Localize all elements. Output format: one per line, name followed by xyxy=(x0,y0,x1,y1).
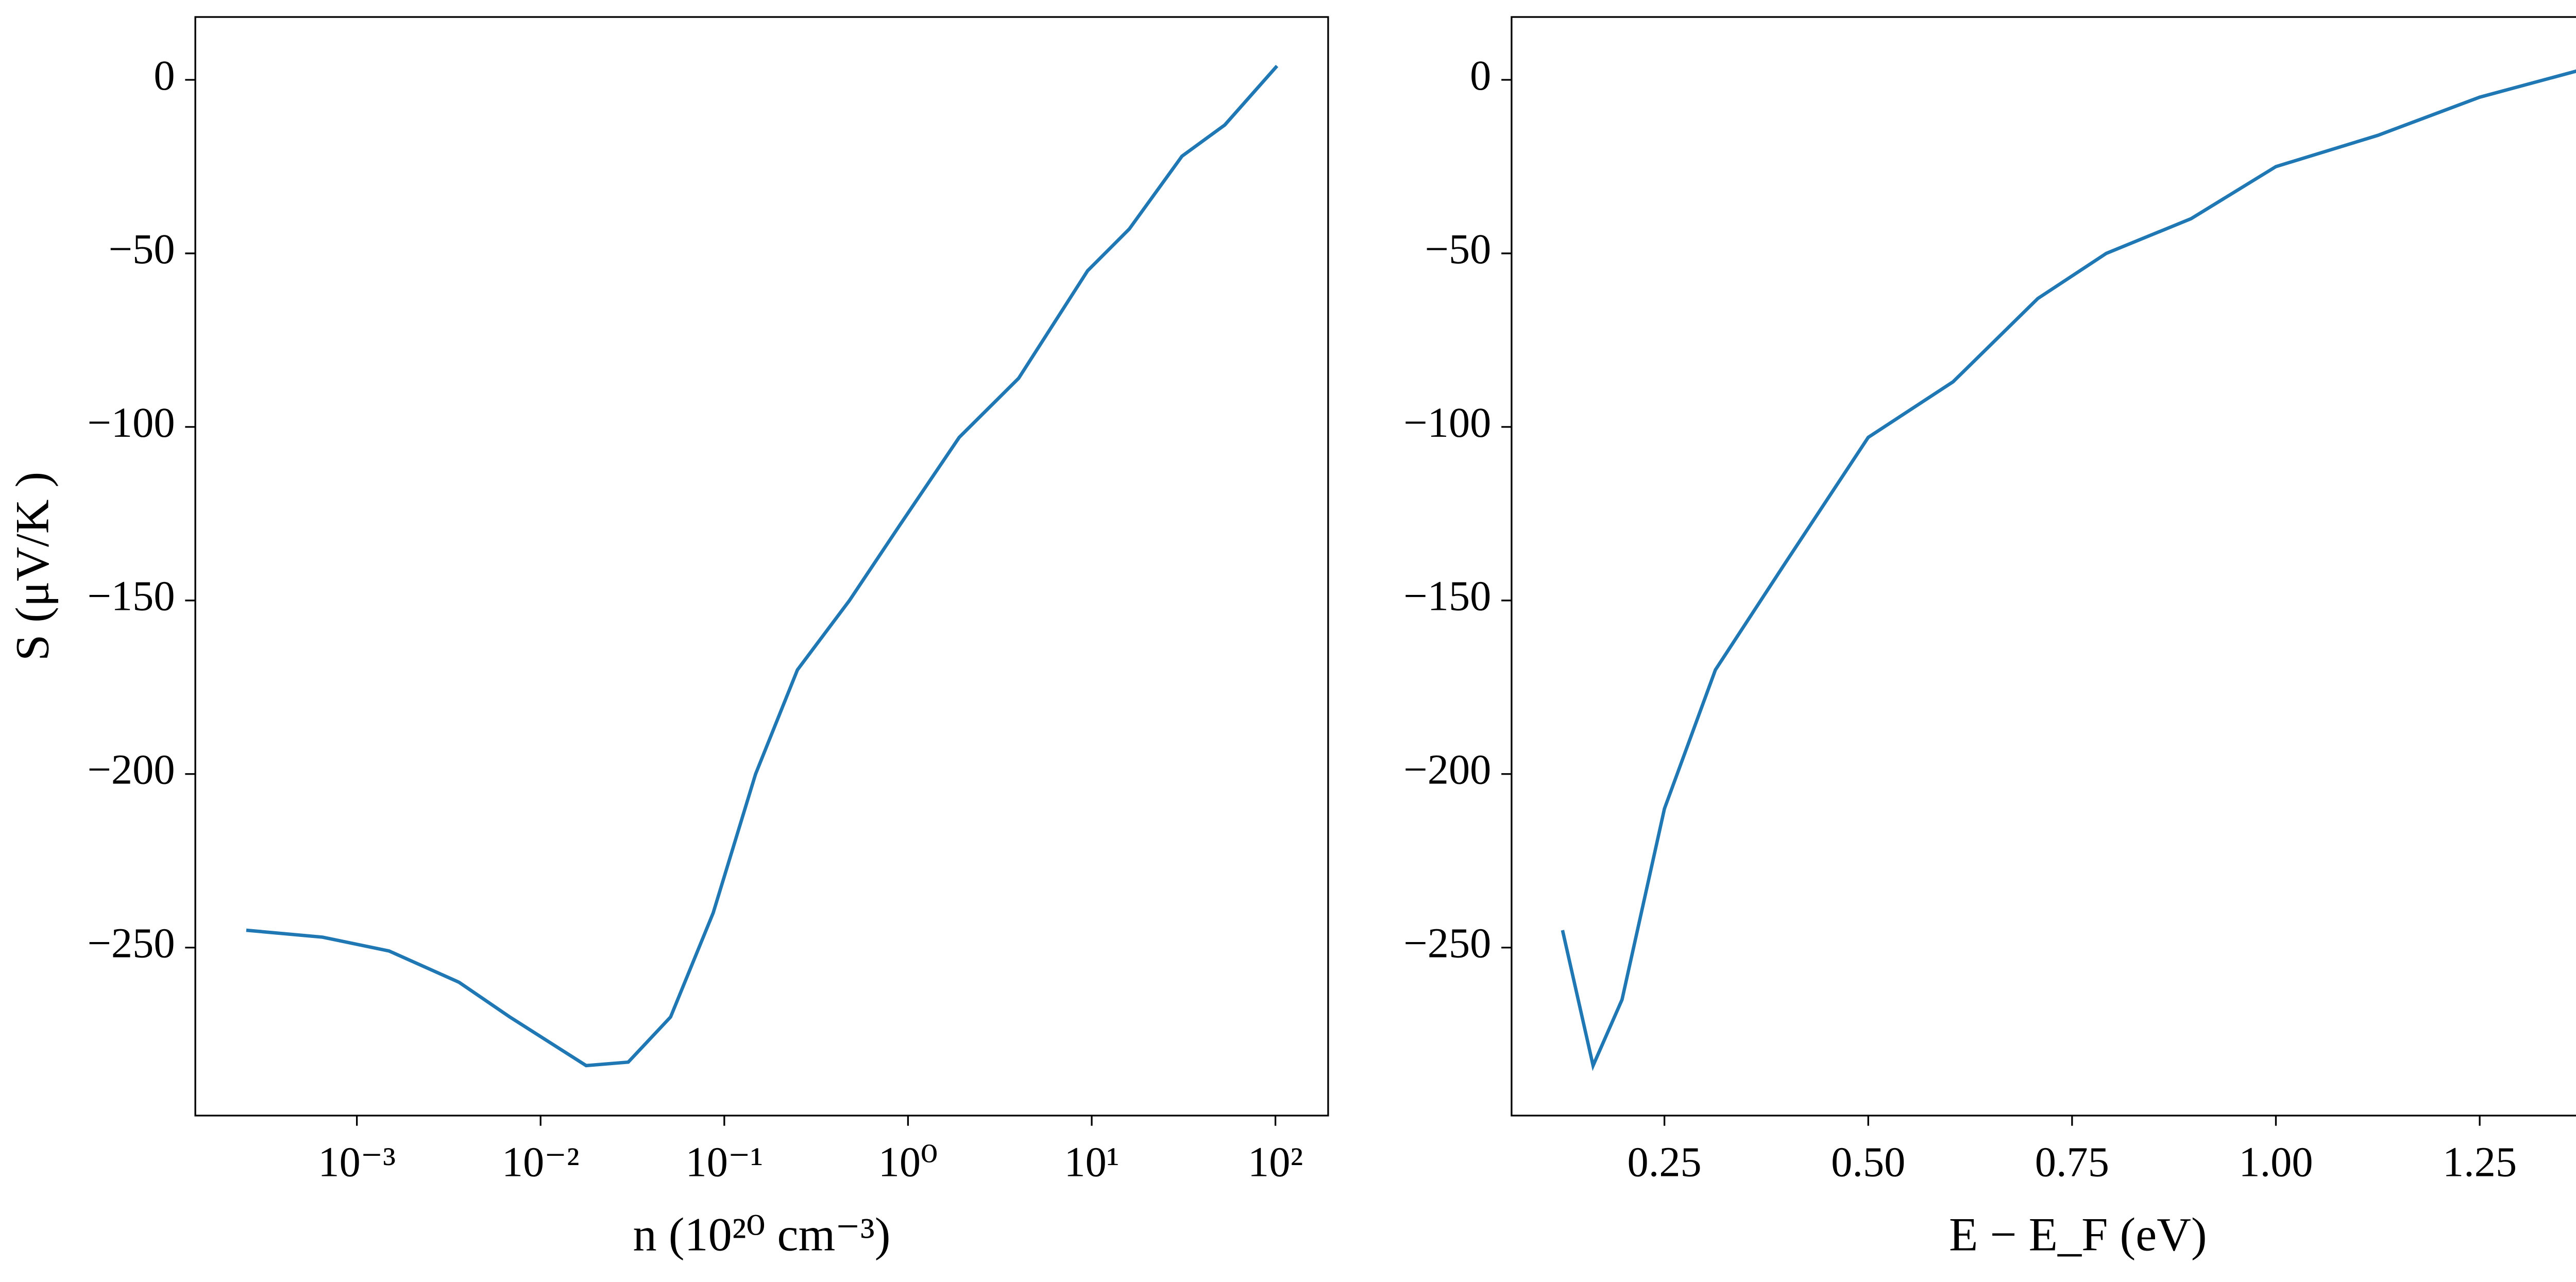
y-tick-label: −100 xyxy=(1403,399,1491,446)
x-tick-label: 0.75 xyxy=(2035,1139,2109,1186)
x-tick-label: 10⁰ xyxy=(878,1139,938,1186)
x-tick-label: 10⁻¹ xyxy=(686,1139,764,1186)
x-axis-label: E − E_F (eV) xyxy=(1949,1208,2207,1261)
x-tick-label: 10¹ xyxy=(1064,1139,1119,1186)
y-tick-label: −50 xyxy=(109,226,175,272)
x-tick-label: 1.00 xyxy=(2239,1139,2313,1186)
y-tick-label: −200 xyxy=(87,746,175,793)
data-line xyxy=(1561,69,2576,1071)
x-tick-label: 10⁻³ xyxy=(318,1139,396,1186)
y-axis-label: S (μV/K ) xyxy=(6,472,59,661)
y-tick-label: 0 xyxy=(154,52,175,99)
x-axis-label: n (10²⁰ cm⁻³) xyxy=(633,1208,891,1261)
x-tick-label: 10⁻² xyxy=(502,1139,580,1186)
y-tick-label: −100 xyxy=(87,399,175,446)
x-tick-label: 10² xyxy=(1248,1139,1303,1186)
plot-frame xyxy=(194,16,1329,1117)
y-tick-label: −250 xyxy=(87,920,175,967)
x-tick-label: 1.25 xyxy=(2443,1139,2517,1186)
y-tick-label: −150 xyxy=(87,573,175,620)
y-tick-label: −250 xyxy=(1403,920,1491,967)
y-tick-label: −50 xyxy=(1425,226,1491,272)
x-tick-label: 0.25 xyxy=(1628,1139,1702,1186)
plot-frame xyxy=(1511,16,2576,1117)
y-tick-label: 0 xyxy=(1470,52,1491,99)
y-tick-label: −150 xyxy=(1403,573,1491,620)
x-tick-label: 0.50 xyxy=(1831,1139,1905,1186)
data-line xyxy=(246,64,1279,1068)
y-tick-label: −200 xyxy=(1403,746,1491,793)
